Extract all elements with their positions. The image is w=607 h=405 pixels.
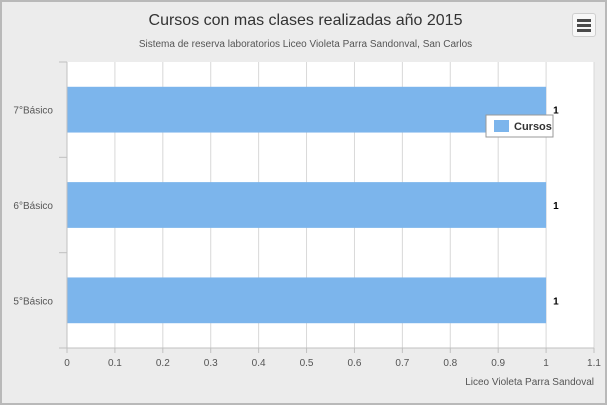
y-tick-label: 5°Básico xyxy=(13,296,53,307)
x-tick-label: 0.1 xyxy=(108,358,122,369)
y-axis: 7°Básico 6°Básico 5°Básico xyxy=(13,61,68,349)
x-tick-label: 0 xyxy=(64,358,70,369)
legend-label: Cursos xyxy=(514,121,552,133)
y-tick-label: 6°Básico xyxy=(13,201,53,212)
data-labels: 1 1 1 xyxy=(553,106,559,308)
bar xyxy=(67,182,547,228)
legend-swatch xyxy=(494,120,509,132)
bar xyxy=(67,277,547,324)
chart-subtitle: Sistema de reserva laboratorios Liceo Vi… xyxy=(138,39,473,50)
bar-series xyxy=(67,86,547,324)
chart-title: Cursos con mas clases realizadas año 201… xyxy=(148,12,463,29)
hamburger-menu-icon[interactable] xyxy=(572,13,596,37)
data-label: 1 xyxy=(553,296,559,307)
x-tick-label: 1 xyxy=(543,358,549,369)
x-tick-label: 0.8 xyxy=(443,358,457,369)
x-tick-label: 0.9 xyxy=(491,358,505,369)
bar xyxy=(67,86,547,133)
x-tick-label: 0.2 xyxy=(156,358,170,369)
x-axis-title: Liceo Violeta Parra Sandoval xyxy=(465,377,594,388)
x-axis: 0 0.1 0.2 0.3 0.4 0.5 0.6 0.7 0.8 0.9 1 1.1 xyxy=(64,347,601,369)
x-tick-label: 0.3 xyxy=(204,358,218,369)
y-tick-label: 7°Básico xyxy=(13,106,53,117)
data-label: 1 xyxy=(553,106,559,117)
x-tick-label: 0.6 xyxy=(348,358,362,369)
x-tick-label: 1.1 xyxy=(587,358,601,369)
legend[interactable]: Cursos xyxy=(485,114,554,138)
x-tick-label: 0.5 xyxy=(300,358,314,369)
x-tick-label: 0.7 xyxy=(395,358,409,369)
x-tick-label: 0.4 xyxy=(252,358,266,369)
data-label: 1 xyxy=(553,201,559,212)
